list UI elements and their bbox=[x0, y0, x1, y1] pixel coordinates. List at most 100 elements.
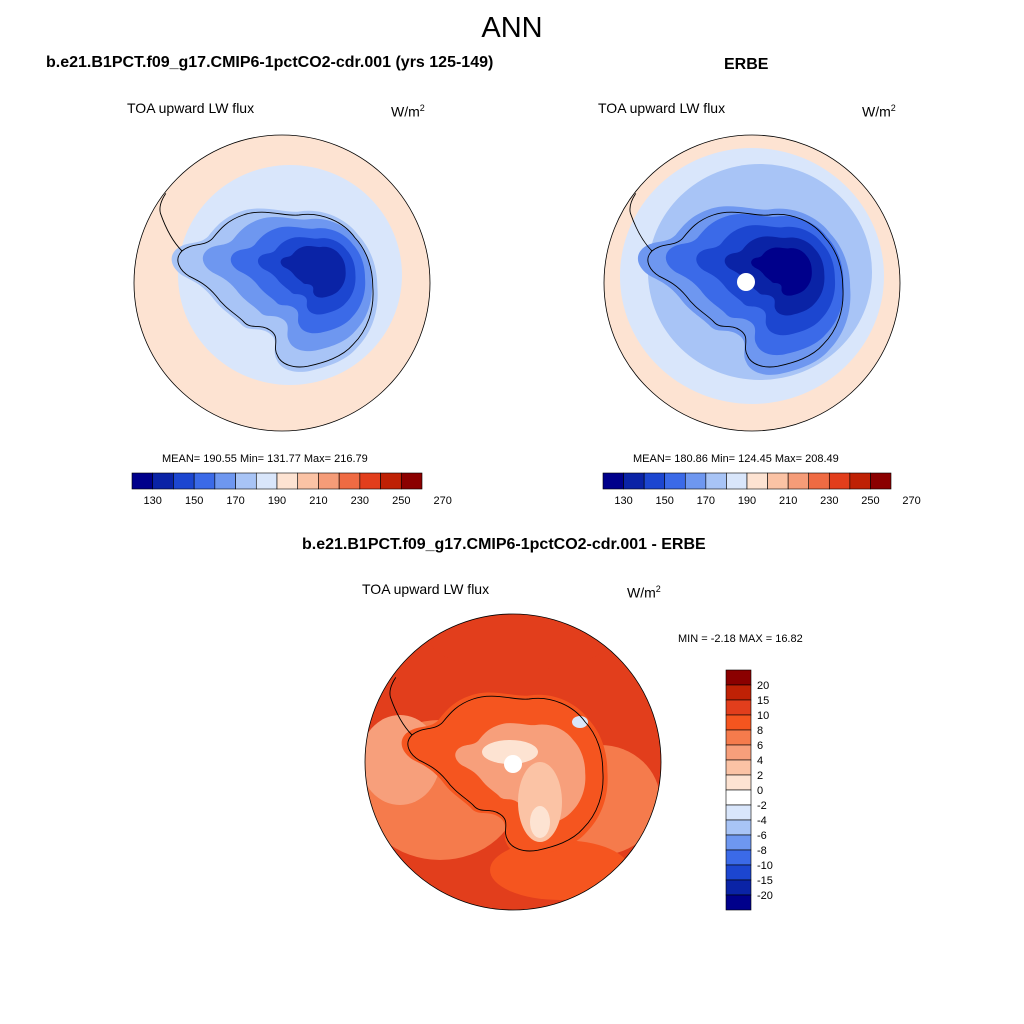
diff-colorbar-tick-label: 10 bbox=[757, 710, 769, 722]
right-colorbar: 130 150 170 190 210 230 250 270 bbox=[602, 472, 921, 507]
left-colorbar-swatch bbox=[297, 472, 319, 490]
diff-colorbar-swatch bbox=[725, 864, 752, 881]
diff-colorbar-tick-label: -6 bbox=[757, 830, 767, 842]
diff-colorbar-swatch bbox=[725, 849, 752, 866]
left-panel-title: b.e21.B1PCT.f09_g17.CMIP6-1pctCO2-cdr.00… bbox=[46, 54, 494, 71]
diff-pole-hole bbox=[504, 755, 522, 773]
diff-colorbar-swatch bbox=[725, 684, 752, 701]
left-colorbar-swatch bbox=[400, 472, 423, 490]
right-colorbar-swatch bbox=[767, 472, 789, 490]
right-colorbar-tick-label: 130 bbox=[614, 495, 632, 507]
left-colorbar: 130 150 170 190 210 230 250 270 bbox=[131, 472, 452, 507]
diff-map-border bbox=[364, 613, 662, 911]
right-units-label: W/m2 bbox=[862, 103, 896, 120]
right-variable-label: TOA upward LW flux bbox=[598, 100, 726, 116]
diff-colorbar-tick-label: 15 bbox=[757, 695, 769, 707]
left-colorbar-swatch bbox=[152, 472, 174, 490]
right-colorbar-swatch bbox=[705, 472, 727, 490]
right-colorbar-tick-label: 230 bbox=[820, 495, 838, 507]
right-colorbar-swatch bbox=[849, 472, 871, 490]
right-stats: MEAN= 180.86 Min= 124.45 Max= 208.49 bbox=[633, 453, 839, 465]
diff-colorbar-tick-label: -15 bbox=[757, 875, 773, 887]
left-colorbar-swatch bbox=[193, 472, 216, 490]
diff-units-label: W/m2 bbox=[627, 584, 661, 601]
left-stats: MEAN= 190.55 Min= 131.77 Max= 216.79 bbox=[162, 453, 368, 465]
left-colorbar-swatch bbox=[173, 472, 195, 490]
diff-colorbar-tick-label: 20 bbox=[757, 680, 769, 692]
left-colorbar-tick-label: 230 bbox=[351, 495, 369, 507]
left-colorbar-swatch bbox=[359, 472, 381, 490]
right-colorbar-swatch bbox=[684, 472, 707, 490]
diff-variable-label: TOA upward LW flux bbox=[362, 581, 490, 597]
right-colorbar-tick-label: 170 bbox=[697, 495, 715, 507]
right-map bbox=[604, 135, 900, 431]
left-colorbar-swatch bbox=[235, 472, 257, 490]
diff-colorbar-swatch bbox=[725, 819, 752, 836]
diff-colorbar-swatch bbox=[725, 834, 752, 851]
left-colorbar-tick-label: 170 bbox=[226, 495, 244, 507]
left-colorbar-tick-label: 270 bbox=[434, 495, 452, 507]
left-variable-label: TOA upward LW flux bbox=[127, 100, 255, 116]
right-colorbar-tick-label: 190 bbox=[738, 495, 756, 507]
right-colorbar-swatch bbox=[643, 472, 666, 490]
left-map bbox=[134, 135, 430, 431]
right-colorbar-tick-label: 250 bbox=[861, 495, 879, 507]
left-colorbar-swatch bbox=[380, 472, 402, 490]
right-colorbar-swatch bbox=[787, 472, 810, 490]
right-colorbar-swatch bbox=[808, 472, 830, 490]
left-colorbar-tick-label: 250 bbox=[392, 495, 410, 507]
diff-colorbar-swatch bbox=[725, 789, 752, 806]
diff-colorbar-swatch bbox=[725, 879, 752, 896]
right-colorbar-tick-label: 150 bbox=[656, 495, 674, 507]
right-colorbar-swatch bbox=[602, 472, 624, 490]
figure-title: ANN bbox=[481, 12, 543, 44]
diff-colorbar-tick-label: -10 bbox=[757, 860, 773, 872]
right-colorbar-swatch bbox=[746, 472, 768, 490]
right-colorbar-swatch bbox=[870, 472, 892, 490]
diff-colorbar-swatch bbox=[725, 699, 752, 716]
left-colorbar-swatch bbox=[255, 472, 278, 490]
right-colorbar-tick-label: 210 bbox=[779, 495, 797, 507]
right-colorbar-swatch bbox=[726, 472, 748, 490]
right-colorbar-swatch bbox=[828, 472, 851, 490]
left-colorbar-swatch bbox=[214, 472, 236, 490]
left-colorbar-swatch bbox=[276, 472, 299, 490]
left-colorbar-swatch bbox=[338, 472, 361, 490]
left-map-border bbox=[133, 134, 431, 432]
diff-panel-title: b.e21.B1PCT.f09_g17.CMIP6-1pctCO2-cdr.00… bbox=[302, 536, 706, 553]
diff-colorbar-tick-label: -8 bbox=[757, 845, 767, 857]
diff-colorbar-swatch bbox=[725, 669, 752, 686]
diff-colorbar-swatch bbox=[725, 714, 752, 731]
diff-map bbox=[365, 614, 661, 910]
left-colorbar-swatch bbox=[131, 472, 154, 490]
left-colorbar-tick-label: 190 bbox=[268, 495, 286, 507]
right-pole-hole bbox=[737, 273, 755, 291]
left-units-label: W/m2 bbox=[391, 103, 425, 120]
right-colorbar-tick-label: 270 bbox=[902, 495, 920, 507]
left-colorbar-tick-label: 210 bbox=[309, 495, 327, 507]
diff-colorbar-tick-label: 8 bbox=[757, 725, 763, 737]
diff-colorbar-swatch bbox=[725, 894, 752, 911]
diff-colorbar-tick-label: 2 bbox=[757, 770, 763, 782]
right-colorbar-swatch bbox=[664, 472, 686, 490]
diff-colorbar-tick-label: 0 bbox=[757, 785, 763, 797]
diff-colorbar-swatch bbox=[725, 744, 752, 761]
diff-colorbar-tick-label: -4 bbox=[757, 815, 767, 827]
left-colorbar-swatch bbox=[318, 472, 340, 490]
left-colorbar-tick-label: 130 bbox=[144, 495, 162, 507]
diff-colorbar-swatch bbox=[725, 729, 752, 746]
right-colorbar-swatch bbox=[623, 472, 645, 490]
diff-colorbar-swatch bbox=[725, 804, 752, 821]
diff-colorbar-swatch bbox=[725, 774, 752, 791]
diff-colorbar-tick-label: 6 bbox=[757, 740, 763, 752]
diff-colorbar-tick-label: 4 bbox=[757, 755, 763, 767]
diff-colorbar-tick-label: -2 bbox=[757, 800, 767, 812]
left-colorbar-tick-label: 150 bbox=[185, 495, 203, 507]
diff-stats: MIN = -2.18 MAX = 16.82 bbox=[678, 633, 803, 645]
diff-colorbar-swatch bbox=[725, 759, 752, 776]
right-panel-title: ERBE bbox=[724, 56, 769, 73]
diff-colorbar-tick-label: -20 bbox=[757, 890, 773, 902]
right-map-border bbox=[603, 134, 901, 432]
